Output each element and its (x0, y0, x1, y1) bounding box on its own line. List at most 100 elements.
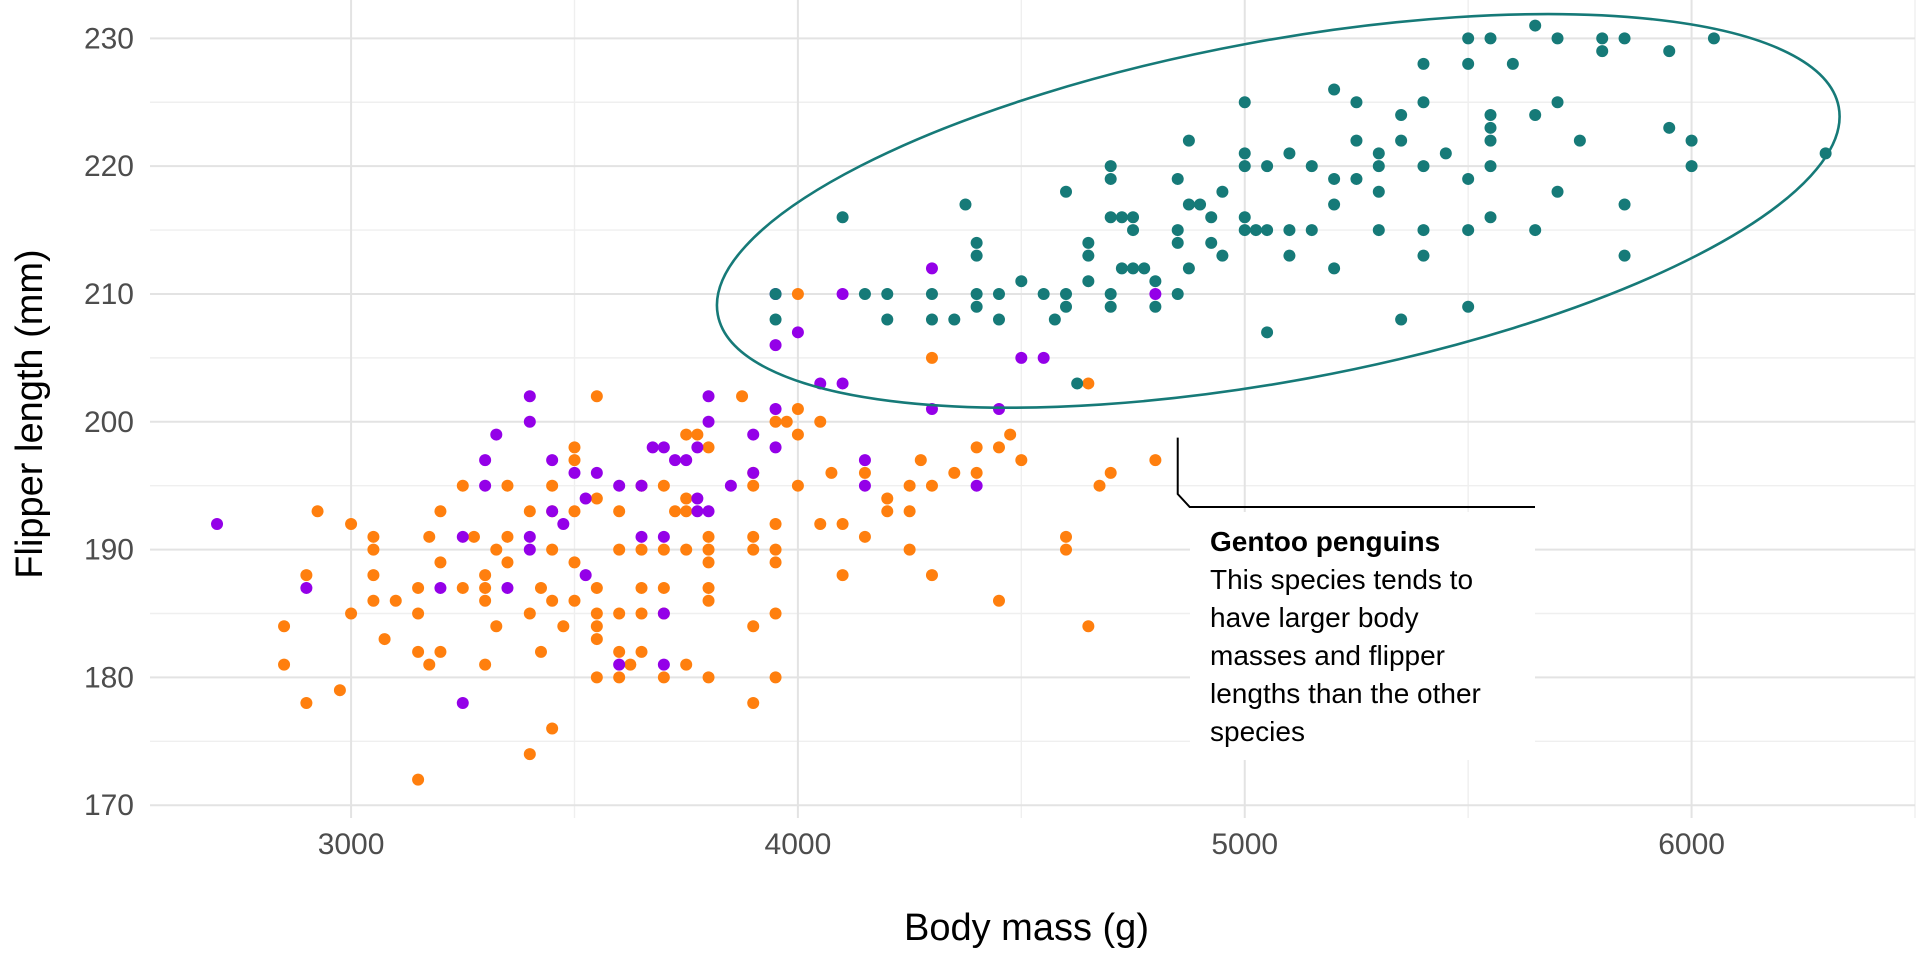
data-point (635, 479, 648, 492)
data-point (412, 581, 425, 594)
data-point (702, 594, 715, 607)
data-point (769, 403, 782, 415)
data-point (1238, 96, 1251, 109)
data-point (1573, 134, 1586, 147)
data-point (412, 645, 425, 658)
data-point (1004, 428, 1017, 441)
data-point (1060, 185, 1073, 198)
data-point (1182, 262, 1195, 275)
data-point (367, 543, 380, 556)
data-point (534, 645, 547, 658)
data-point (881, 505, 894, 518)
data-point (1551, 185, 1564, 198)
data-point (590, 607, 603, 620)
data-point (914, 454, 927, 467)
data-point (1283, 147, 1296, 160)
data-point (925, 313, 938, 326)
data-point (590, 492, 603, 505)
data-point (1037, 287, 1050, 300)
data-point (501, 479, 514, 492)
data-point (948, 313, 961, 326)
data-point (680, 492, 693, 505)
data-point (881, 313, 894, 326)
data-point (568, 505, 581, 518)
data-point (434, 556, 447, 569)
data-points (211, 19, 1832, 786)
annotation-background (1190, 512, 1535, 760)
data-point (657, 441, 670, 454)
data-point (814, 415, 827, 428)
data-point (1149, 275, 1162, 288)
data-point (1529, 224, 1542, 237)
data-point (1216, 249, 1229, 262)
data-point (1171, 236, 1184, 249)
data-point (657, 581, 670, 594)
data-point (992, 594, 1005, 607)
data-point (1182, 134, 1195, 147)
data-point (780, 415, 793, 428)
annotation-connector (1176, 437, 1535, 508)
x-tick-label: 6000 (1658, 828, 1725, 861)
data-point (1015, 275, 1028, 288)
data-point (747, 466, 760, 479)
data-point (680, 658, 693, 671)
data-point (1484, 211, 1497, 224)
data-point (479, 658, 492, 671)
data-point (657, 658, 670, 671)
data-point (769, 607, 782, 620)
data-point (523, 543, 536, 556)
data-point (702, 530, 715, 543)
data-point (769, 671, 782, 684)
x-tick-label: 5000 (1211, 828, 1278, 861)
data-point (1328, 262, 1341, 275)
data-point (1082, 620, 1095, 633)
data-point (925, 569, 938, 582)
data-point (479, 569, 492, 582)
y-tick-label: 220 (84, 150, 134, 183)
data-point (657, 607, 670, 620)
data-point (490, 428, 503, 441)
data-point (669, 454, 682, 467)
data-point (278, 658, 291, 671)
data-point (691, 492, 704, 505)
data-point (1071, 377, 1084, 390)
data-point (1417, 249, 1430, 262)
data-point (467, 530, 480, 543)
data-point (579, 569, 592, 582)
data-point (1216, 185, 1229, 198)
data-point (501, 530, 514, 543)
data-point (1618, 198, 1631, 211)
data-point (747, 530, 760, 543)
data-point (1417, 96, 1430, 109)
data-point (747, 696, 760, 709)
data-point (903, 505, 916, 518)
data-point (791, 428, 804, 441)
data-point (1328, 198, 1341, 211)
data-point (836, 377, 849, 390)
y-tick-label: 190 (84, 534, 134, 567)
data-point (791, 479, 804, 492)
data-point (702, 671, 715, 684)
data-point (613, 607, 626, 620)
data-point (345, 518, 358, 531)
data-point (1663, 45, 1676, 58)
data-point (747, 543, 760, 556)
data-point (858, 454, 871, 467)
data-point (479, 581, 492, 594)
data-point (1104, 300, 1117, 313)
data-point (613, 645, 626, 658)
data-point (836, 211, 849, 224)
minor-gridlines (150, 0, 1916, 818)
data-point (970, 466, 983, 479)
data-point (769, 313, 782, 326)
data-point (1417, 160, 1430, 173)
data-point (557, 518, 570, 531)
data-point (1115, 211, 1128, 224)
data-point (1484, 32, 1497, 45)
data-point (1171, 172, 1184, 185)
data-point (1551, 96, 1564, 109)
data-point (1462, 172, 1475, 185)
data-point (568, 441, 581, 454)
data-point (1127, 224, 1140, 237)
data-point (635, 581, 648, 594)
